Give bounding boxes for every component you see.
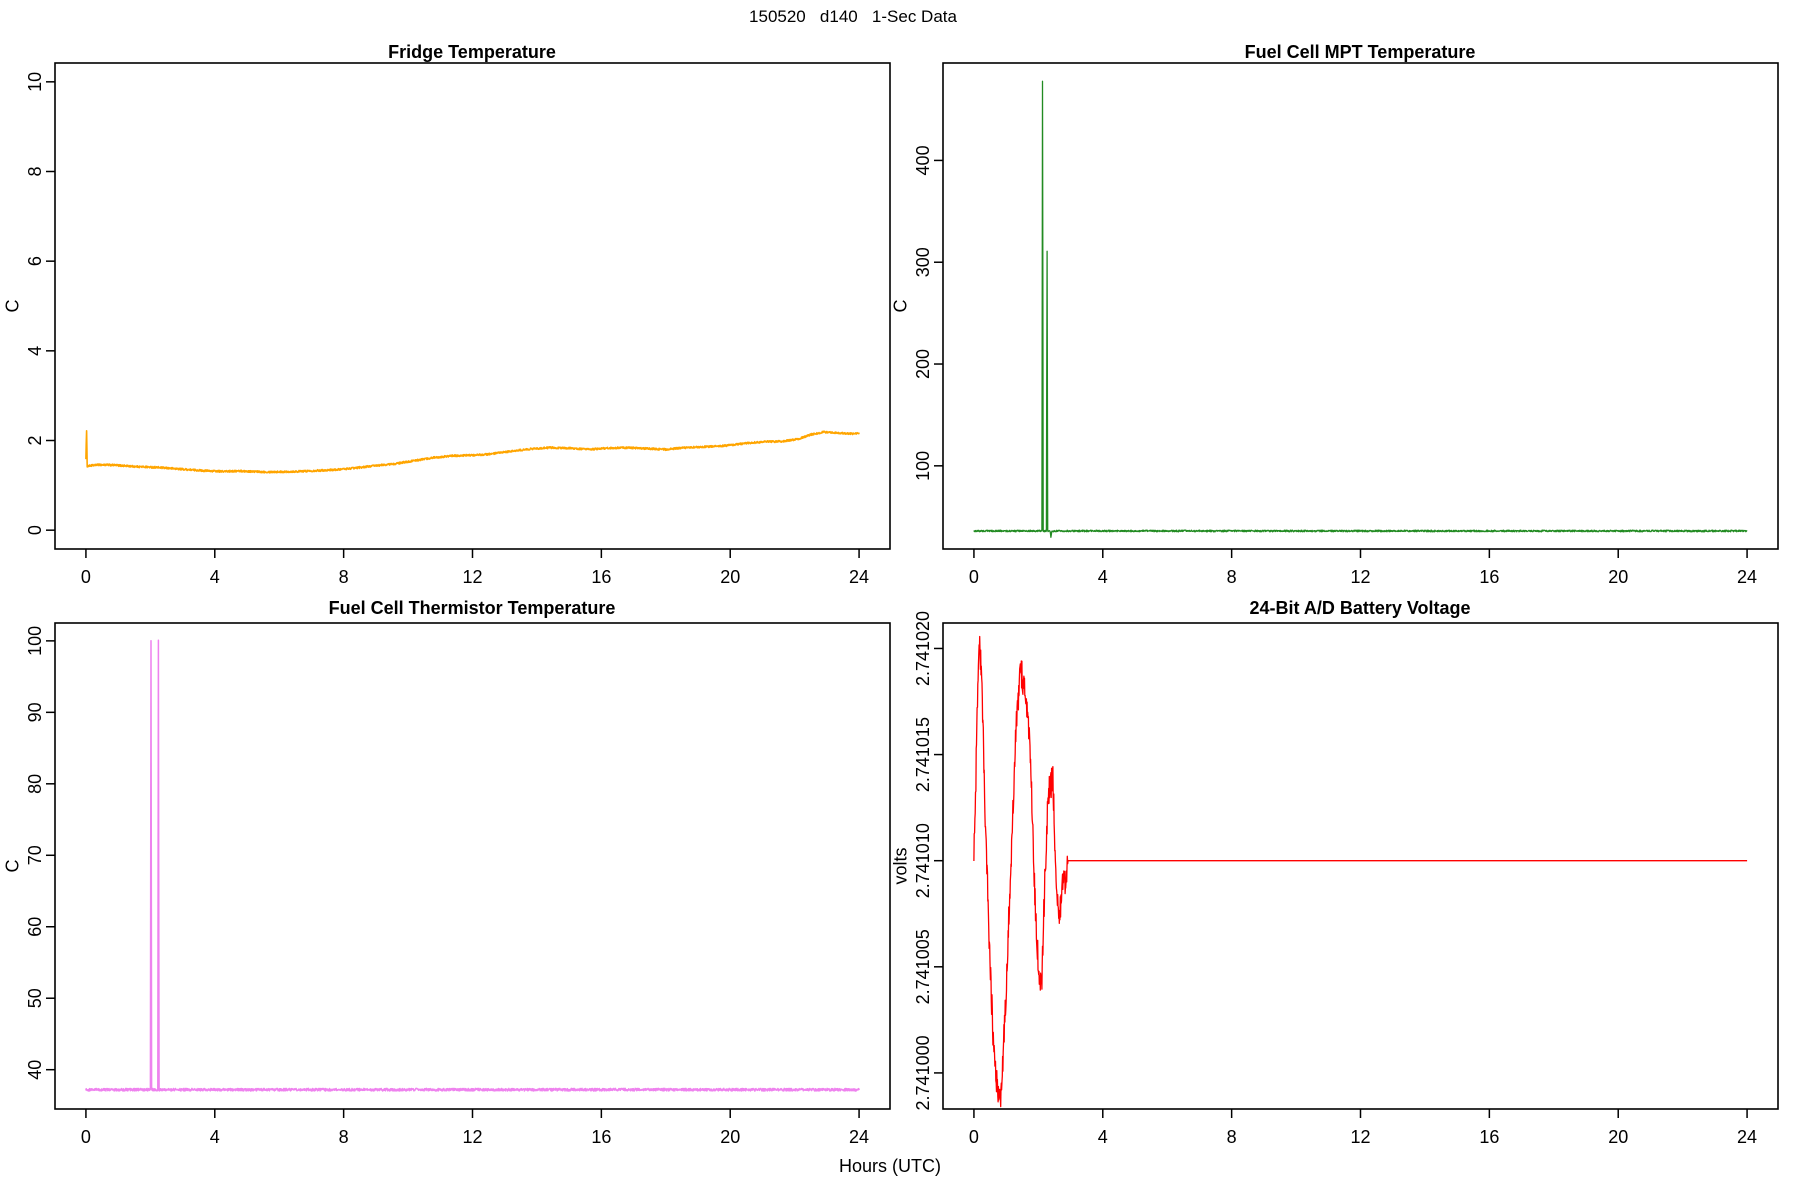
y-tick-label: 90 [25, 702, 45, 722]
y-tick-label: 6 [25, 256, 45, 266]
tick-labels-3: 0 4 8 12 16 20 24 2.741000 2.741005 2.741010 2.741… [913, 611, 1757, 1147]
y-axis-label-fridge: C [2, 299, 23, 313]
x-tick-label: 8 [1227, 1127, 1237, 1147]
x-tick-label: 16 [1479, 1127, 1499, 1147]
y-tick-label: 40 [25, 1060, 45, 1080]
x-tick-label: 4 [210, 1127, 220, 1147]
x-tick-label: 0 [969, 1127, 979, 1147]
panel-3: 0 4 8 12 16 20 24 2.741000 2.741005 2.741010 2.741… [913, 611, 1779, 1147]
panel-2: 0 4 8 12 16 20 24 40 50 60 70 80 90 100 [25, 622, 891, 1147]
x-tick-label: 4 [1098, 1127, 1108, 1147]
series-line-3 [973, 635, 1748, 1108]
x-tick-label: 20 [1608, 1127, 1628, 1147]
x-tick-label: 0 [81, 567, 91, 587]
y-tick-label: 2.741005 [913, 929, 933, 1004]
y-axis-label-thermistor: C [2, 859, 23, 873]
panel-title-fridge-temperature: Fridge Temperature [388, 42, 556, 62]
x-tick-label: 12 [1350, 567, 1370, 587]
axes-0 [46, 62, 891, 558]
x-tick-label: 0 [969, 567, 979, 587]
x-tick-label: 4 [210, 567, 220, 587]
y-tick-label: 80 [25, 774, 45, 794]
y-tick-label: 70 [25, 845, 45, 865]
panel-title-fuel-cell-mpt-temperature: Fuel Cell MPT Temperature [1244, 42, 1476, 62]
panel-title-battery-voltage: 24-Bit A/D Battery Voltage [1249, 598, 1471, 618]
y-tick-label: 100 [25, 626, 45, 656]
y-tick-label: 60 [25, 917, 45, 937]
x-tick-label: 24 [849, 567, 869, 587]
x-tick-label: 8 [339, 1127, 349, 1147]
x-tick-label: 16 [591, 567, 611, 587]
x-tick-label: 8 [1227, 567, 1237, 587]
x-axis-label: Hours (UTC) [839, 1156, 941, 1176]
y-tick-label: 300 [913, 247, 933, 277]
y-tick-label: 2.741015 [913, 717, 933, 792]
series-line-2 [85, 639, 860, 1092]
series-line-0 [85, 430, 860, 474]
x-tick-label: 20 [720, 567, 740, 587]
y-tick-label: 50 [25, 988, 45, 1008]
y-tick-label: 2.741000 [913, 1035, 933, 1110]
panel-title-fuel-cell-thermistor-temperature: Fuel Cell Thermistor Temperature [328, 598, 616, 618]
x-tick-label: 24 [1737, 1127, 1757, 1147]
y-tick-label: 0 [25, 525, 45, 535]
y-tick-label: 10 [25, 72, 45, 92]
series-line-1 [973, 80, 1748, 538]
x-tick-label: 12 [462, 567, 482, 587]
y-tick-label: 4 [25, 346, 45, 356]
axes-2 [46, 622, 891, 1118]
x-tick-label: 12 [1350, 1127, 1370, 1147]
y-tick-label: 2.741020 [913, 611, 933, 686]
y-tick-label: 100 [913, 451, 933, 481]
axes-3 [934, 622, 1779, 1118]
x-tick-label: 20 [1608, 567, 1628, 587]
x-tick-label: 20 [720, 1127, 740, 1147]
y-axis-label-mpt: C [890, 299, 911, 313]
axes-1 [934, 62, 1779, 558]
tick-labels-1: 0 4 8 12 16 20 24 100 200 300 400 [913, 145, 1757, 587]
x-tick-label: 16 [1479, 567, 1499, 587]
y-tick-label: 2.741010 [913, 823, 933, 898]
x-tick-label: 0 [81, 1127, 91, 1147]
x-tick-label: 24 [849, 1127, 869, 1147]
y-tick-label: 400 [913, 145, 933, 175]
tick-labels-2: 0 4 8 12 16 20 24 40 50 60 70 80 90 100 [25, 626, 869, 1147]
panel-1: 0 4 8 12 16 20 24 100 200 300 400 [913, 62, 1779, 587]
y-tick-label: 2 [25, 435, 45, 445]
x-tick-label: 8 [339, 567, 349, 587]
y-tick-label: 8 [25, 166, 45, 176]
y-tick-label: 200 [913, 349, 933, 379]
x-tick-label: 16 [591, 1127, 611, 1147]
x-tick-label: 4 [1098, 567, 1108, 587]
x-tick-label: 12 [462, 1127, 482, 1147]
y-axis-label-voltage: volts [890, 847, 911, 885]
main-title: 150520 d140 1-Sec Data [749, 7, 957, 26]
x-tick-label: 24 [1737, 567, 1757, 587]
